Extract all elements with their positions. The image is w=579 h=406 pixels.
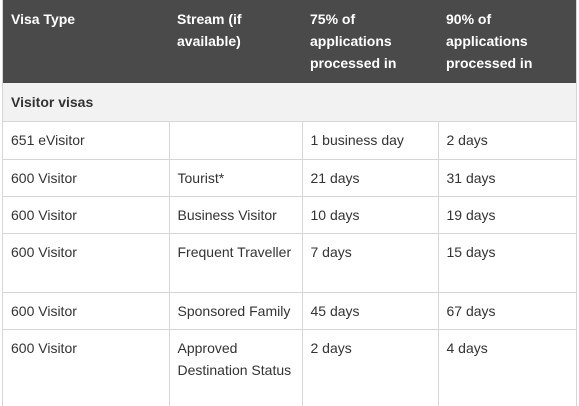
cell-75-percent: 2 days [301,329,438,406]
cell-visa-type: 600 Visitor [3,196,169,234]
header-stream: Stream (if available) [169,0,302,83]
cell-90-percent: 4 days [437,329,576,406]
cell-visa-type: 600 Visitor [3,329,169,406]
cell-90-percent: 31 days [437,159,576,197]
cell-90-percent: 15 days [437,233,576,293]
cell-visa-type: 600 Visitor [3,159,169,197]
cell-visa-type: 600 Visitor [3,233,169,293]
cell-75-percent: 7 days [301,233,438,293]
header-visa-type: Visa Type [3,0,169,83]
processing-times-table: Visa Type Stream (if available) 75% of a… [3,0,576,406]
header-75-percent: 75% of applications processed in [302,0,438,83]
header-90-percent: 90% of applications processed in [438,0,576,83]
cell-stream: Frequent Traveller [168,233,302,293]
table-row: 600 Visitor Sponsored Family 45 days 67 … [3,292,576,330]
table-row: 600 Visitor Frequent Traveller 7 days 15… [3,233,576,293]
cell-90-percent: 19 days [437,196,576,234]
table-row: 600 Visitor Business Visitor 10 days 19 … [3,196,576,234]
cell-visa-type: 600 Visitor [3,292,169,330]
cell-75-percent: 45 days [301,292,438,330]
cell-75-percent: 21 days [301,159,438,197]
cell-stream: Tourist* [168,159,302,197]
table-row: 600 Visitor Approved Destination Status … [3,329,576,406]
cell-stream: Approved Destination Status [168,329,302,406]
cell-stream: Sponsored Family [168,292,302,330]
section-title: Visitor visas [3,83,576,122]
table-row: 651 eVisitor 1 business day 2 days [3,121,576,160]
cell-90-percent: 2 days [437,121,576,160]
cell-75-percent: 10 days [301,196,438,234]
cell-stream [168,121,302,160]
table-row: 600 Visitor Tourist* 21 days 31 days [3,159,576,197]
section-row: Visitor visas [3,83,576,122]
cell-stream: Business Visitor [168,196,302,234]
table-header-row: Visa Type Stream (if available) 75% of a… [3,0,576,83]
cell-visa-type: 651 eVisitor [3,121,169,160]
cell-90-percent: 67 days [437,292,576,330]
cell-75-percent: 1 business day [301,121,438,160]
